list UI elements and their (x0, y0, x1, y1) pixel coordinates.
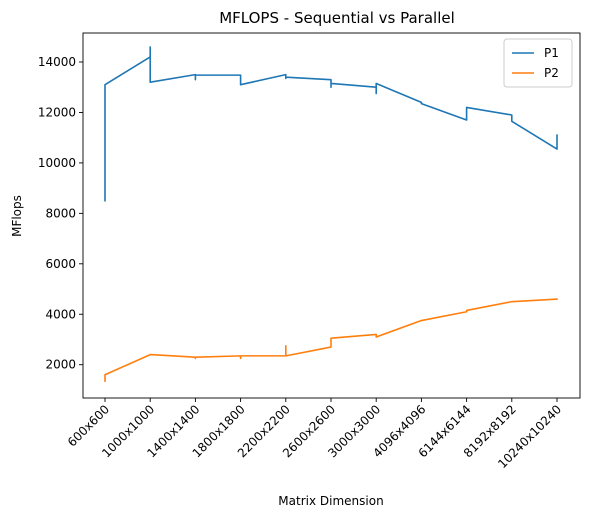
y-tick-label: 8000 (45, 206, 76, 220)
x-axis-label: Matrix Dimension (278, 494, 383, 508)
x-tick-label: 600x600 (65, 402, 112, 449)
y-tick-label: 12000 (38, 105, 76, 119)
y-tick-label: 2000 (45, 358, 76, 372)
legend-label-p2: P2 (544, 66, 559, 80)
y-tick-label: 4000 (45, 307, 76, 321)
y-tick-label: 10000 (38, 156, 76, 170)
axes: 2000400060008000100001200014000600x60010… (38, 32, 581, 471)
legend-box (503, 38, 573, 88)
plot-area (104, 46, 558, 382)
chart-title: MFLOPS - Sequential vs Parallel (219, 9, 455, 27)
series-line-p2 (104, 298, 558, 382)
legend-label-p1: P1 (544, 46, 559, 60)
series-line-p1 (104, 46, 558, 202)
y-tick-label: 6000 (45, 257, 76, 271)
y-axis-label: MFlops (10, 195, 24, 237)
plot-frame (82, 32, 581, 399)
y-tick-label: 14000 (38, 55, 76, 69)
